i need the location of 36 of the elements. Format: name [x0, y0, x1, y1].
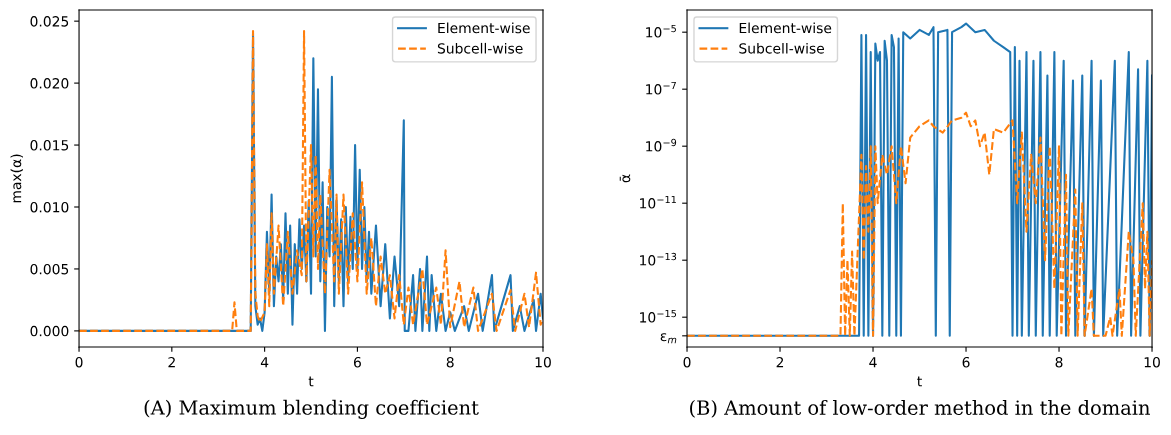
x-tick-label: 2 — [776, 356, 784, 368]
x-tick-label: 10 — [1144, 356, 1160, 368]
y-tick-label: 0.025 — [30, 16, 69, 27]
x-axis-title: t — [917, 376, 922, 387]
y-tick-label: 10$^{−7}$ — [646, 81, 676, 95]
y-tick-label: 0.010 — [30, 201, 69, 213]
line-series — [687, 111, 1153, 337]
y-tick-label: 10$^{−13}$ — [640, 252, 677, 266]
legend-label: Element-wise — [438, 22, 530, 34]
x-tick-label: 8 — [446, 356, 454, 368]
y-tick-label: 0.005 — [30, 263, 69, 275]
x-tick-label: 4 — [260, 357, 269, 368]
x-tick-label: 6 — [962, 356, 970, 368]
x-tick-label: 0 — [683, 356, 691, 368]
y-tick-label: 0.015 — [30, 140, 69, 151]
x-tick-label: 8 — [1055, 356, 1063, 368]
x-tick-label: 10 — [535, 356, 551, 368]
text: (B) Amount of low-order method in the domain — [690, 399, 1150, 418]
y-axis-title: ᾱ — [619, 174, 631, 183]
x-tick-label: 6 — [353, 356, 361, 368]
x-tick-label: 2 — [168, 356, 175, 368]
x-tick-label: 0 — [75, 356, 83, 368]
y-tick-label: 0.000 — [30, 325, 69, 337]
y-axis-title: max(α) — [10, 154, 23, 203]
text: (A) Maximum blending coefficient — [144, 399, 479, 419]
legend-label: Subcell-wise — [437, 42, 523, 54]
legend-label: Subcell-wise — [739, 42, 825, 54]
y-tick-label: 10$^{−5}$ — [646, 24, 676, 38]
x-tick-label: 4 — [869, 357, 877, 368]
y-tick-label: 10$^{−15}$ — [640, 309, 677, 323]
y-tick-label: ε$_{m}$ — [660, 333, 677, 344]
legend-label: Element-wise — [739, 22, 832, 34]
y-tick-label: 10$^{−9}$ — [646, 138, 677, 152]
y-tick-label: 0.020 — [30, 78, 69, 89]
y-tick-label: 10$^{−11}$ — [640, 195, 676, 209]
x-axis-title: t — [308, 376, 314, 387]
